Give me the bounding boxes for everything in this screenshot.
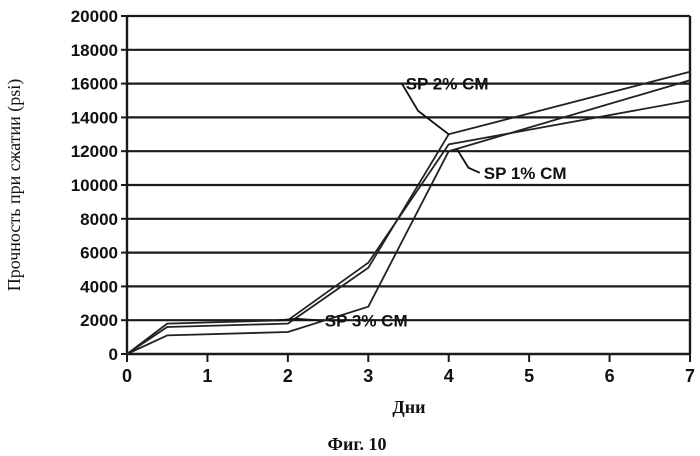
data-point — [448, 144, 450, 146]
x-tick-label: 5 — [524, 366, 534, 386]
grid-lines — [127, 16, 690, 320]
data-point — [367, 306, 369, 308]
figure-caption: Фиг. 10 — [328, 434, 387, 454]
y-axis-label: Прочность при сжатии (psi) — [4, 79, 25, 292]
axes — [121, 16, 690, 362]
data-point — [287, 331, 289, 333]
y-tick-label: 10000 — [71, 176, 118, 195]
data-point — [126, 353, 128, 355]
x-tick-label: 6 — [605, 366, 615, 386]
y-tick-label: 12000 — [71, 142, 118, 161]
y-tick-label: 8000 — [80, 210, 118, 229]
data-point — [689, 100, 691, 102]
data-point — [689, 79, 691, 81]
y-tick-label: 2000 — [80, 311, 118, 330]
x-tick-label: 7 — [685, 366, 695, 386]
y-tick-label: 20000 — [71, 7, 118, 26]
data-point — [448, 150, 450, 152]
data-point — [166, 326, 168, 328]
y-tick-label: 6000 — [80, 244, 118, 263]
data-series — [126, 71, 691, 355]
data-point — [166, 323, 168, 325]
x-axis-label: Дни — [392, 397, 425, 417]
x-tick-label: 1 — [202, 366, 212, 386]
data-point — [367, 262, 369, 264]
series-line-2 — [127, 72, 690, 354]
x-tick-label: 0 — [122, 366, 132, 386]
y-tick-label: 16000 — [71, 75, 118, 94]
y-tick-label: 14000 — [71, 108, 118, 127]
annotation-leader-line — [457, 149, 480, 173]
y-tick-label: 4000 — [80, 277, 118, 296]
data-point — [367, 267, 369, 269]
x-tick-label: 4 — [444, 366, 454, 386]
y-tick-label: 0 — [109, 345, 118, 364]
data-point — [287, 323, 289, 325]
x-tick-label: 3 — [363, 366, 373, 386]
series-annotations: SP 2% CM SP 1% CM SP 3% CM — [276, 74, 567, 330]
data-point — [166, 335, 168, 337]
series-line-1 — [127, 80, 690, 354]
data-point — [689, 71, 691, 73]
series-annotation-label: SP 1% CM — [484, 164, 567, 183]
y-tick-label: 18000 — [71, 41, 118, 60]
x-tick-label: 2 — [283, 366, 293, 386]
series-annotation-label: SP 2% CM — [406, 74, 489, 93]
series-annotation-label: SP 3% CM — [325, 312, 408, 331]
